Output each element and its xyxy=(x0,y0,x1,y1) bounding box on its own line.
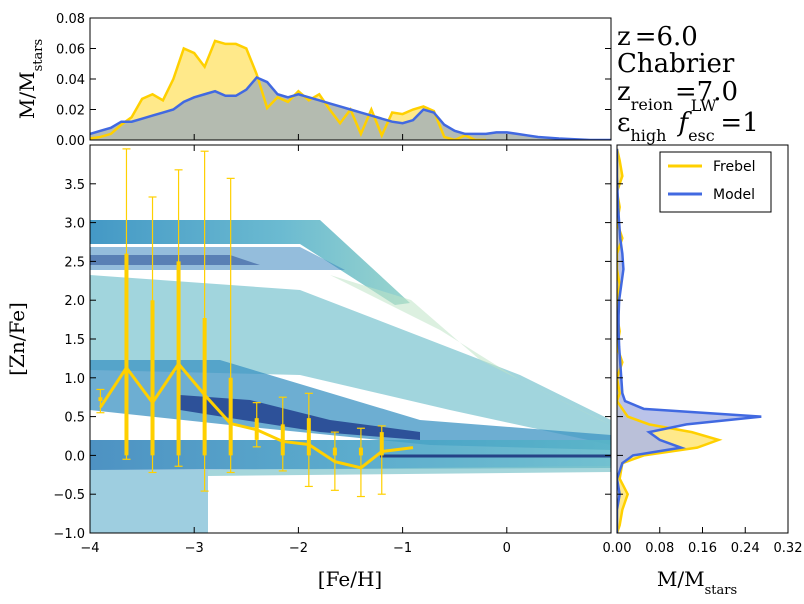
main-ytick-label: 2.0 xyxy=(64,294,85,309)
info-block: z =6.0 Chabrier zreion=7.0 εhigh fescLW=1 xyxy=(617,22,759,145)
legend-model-label: Model xyxy=(713,187,755,203)
density-light-region xyxy=(330,275,611,425)
top-model-line xyxy=(90,75,611,140)
main-ytick-label: 1.0 xyxy=(64,372,85,387)
right-xtick-label: 0.08 xyxy=(645,541,674,556)
density-plateau-dark xyxy=(90,255,260,265)
top-ytick-label: 0.04 xyxy=(56,73,85,88)
main-ytick-label: 3.5 xyxy=(64,178,85,193)
top-histogram-panel: 0.00 0.02 0.04 0.06 0.08 M/Mstars xyxy=(15,12,612,149)
main-panel: −1.0 −0.5 0.0 0.5 1.0 1.5 2.0 2.5 3.0 3.5 −4 −3 −2 −… xyxy=(5,144,612,591)
main-ytick-label: −1.0 xyxy=(53,527,85,542)
main-ytick-label: −0.5 xyxy=(53,488,85,503)
info-imf: Chabrier xyxy=(617,49,735,79)
legend-frebel-label: Frebel xyxy=(713,159,756,175)
main-xtick-label: −4 xyxy=(80,541,99,556)
frebel-median-line xyxy=(99,362,414,470)
main-xtick-label: 0 xyxy=(503,541,511,556)
density-mid-band xyxy=(90,360,611,450)
right-xtick-label: 0.24 xyxy=(731,541,760,556)
density-low-region xyxy=(90,470,208,533)
info-redshift: z =6.0 xyxy=(617,22,698,52)
top-ytick-label: 0.02 xyxy=(56,104,85,119)
top-y-axis-label: M/Mstars xyxy=(15,39,46,119)
right-xtick-label: 0.00 xyxy=(603,541,632,556)
main-ytick-label: 3.0 xyxy=(64,217,85,232)
x-axis-label: [Fe/H] xyxy=(318,567,382,591)
top-ytick-label: 0.00 xyxy=(56,134,85,149)
main-ytick-label: 1.5 xyxy=(64,333,85,348)
legend: Frebel Model xyxy=(659,151,772,213)
top-ytick-label: 0.06 xyxy=(56,43,85,58)
right-histogram-panel: 0.00 0.08 0.16 0.24 0.32 M/Mstars Frebel Mod… xyxy=(603,144,803,598)
main-ytick-label: 2.5 xyxy=(64,255,85,270)
top-ytick-label: 0.08 xyxy=(56,12,85,27)
density-upper-band xyxy=(90,275,611,445)
top-frebel-line xyxy=(90,39,486,140)
main-xtick-label: −1 xyxy=(393,541,412,556)
density-plateau xyxy=(90,220,410,305)
density-map xyxy=(90,220,611,533)
right-model-area xyxy=(617,148,762,533)
top-model-area xyxy=(90,77,611,140)
main-ytick-label: 0.0 xyxy=(64,449,85,464)
y-axis-label: [Zn/Fe] xyxy=(5,302,29,376)
main-xtick-label: −2 xyxy=(289,541,308,556)
right-x-axis-label: M/Mstars xyxy=(657,567,737,598)
main-xtick-label: −3 xyxy=(185,541,204,556)
main-ytick-label: 0.5 xyxy=(64,411,85,426)
right-xtick-label: 0.16 xyxy=(688,541,717,556)
density-zero-band xyxy=(90,440,611,470)
right-xtick-label: 0.32 xyxy=(774,541,803,556)
